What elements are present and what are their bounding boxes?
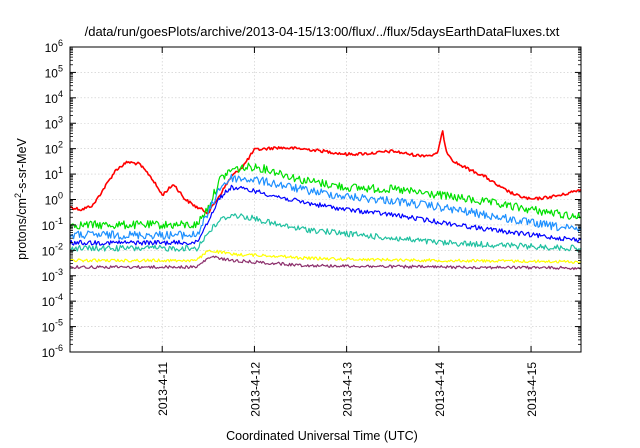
series-line-7 xyxy=(70,255,581,271)
plot-frame xyxy=(69,46,582,353)
y-tick-label: 102 xyxy=(45,140,63,157)
y-tick-label: 10-6 xyxy=(42,343,63,360)
series-line-2 xyxy=(70,162,581,230)
y-tick-label: 10-1 xyxy=(42,216,63,233)
axis-ticks: 10-6 10-5 10-4 10-3 10-2 10-1 100 101 102 103 104 1… xyxy=(42,38,581,417)
y-tick-label: 10-5 xyxy=(42,318,63,335)
x-tick-label: 2013-4-14 xyxy=(433,362,447,417)
y-tick-label: 104 xyxy=(45,89,63,106)
y-axis-label: protons/cm2-s-sr-MeV xyxy=(13,137,29,259)
y-tick-label: 101 xyxy=(45,165,63,182)
series-line-3 xyxy=(70,173,581,240)
series-line-6 xyxy=(70,249,581,264)
y-tick-label: 10-4 xyxy=(42,292,63,309)
y-tick-label: 10-3 xyxy=(42,267,63,284)
series-line-1 xyxy=(70,130,581,215)
grid xyxy=(70,47,581,352)
y-tick-label: 100 xyxy=(45,191,63,208)
x-tick-label: 2013-4-13 xyxy=(341,362,355,417)
chart-title: /data/run/goesPlots/archive/2013-04-15/1… xyxy=(85,24,560,39)
x-tick-label: 2013-4-11 xyxy=(156,362,170,416)
series-layer xyxy=(70,130,581,271)
y-tick-label: 106 xyxy=(45,38,63,55)
series-line-5 xyxy=(70,213,581,252)
x-tick-label: 2013-4-15 xyxy=(525,362,539,417)
series-line-4 xyxy=(70,184,581,246)
y-tick-label: 105 xyxy=(45,63,63,80)
x-axis-label: Coordinated Universal Time (UTC) xyxy=(226,429,418,443)
x-tick-label: 2013-4-12 xyxy=(248,362,262,417)
y-tick-label: 103 xyxy=(45,114,63,131)
y-tick-label: 10-2 xyxy=(42,241,63,258)
